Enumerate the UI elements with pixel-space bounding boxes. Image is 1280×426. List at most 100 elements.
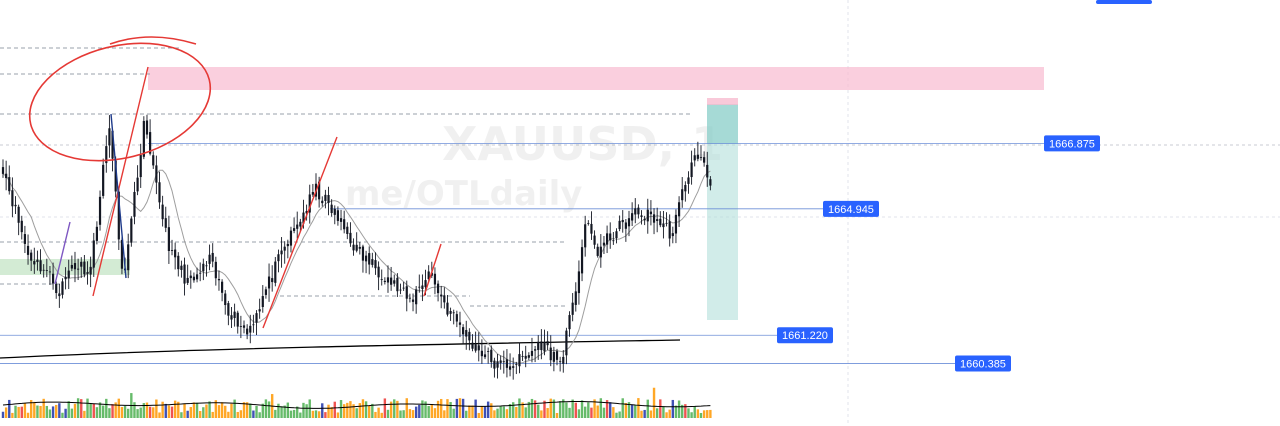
watermark: XAUUSD, 1 me/OTLdaily [345, 117, 723, 214]
volume-bar [217, 405, 221, 418]
candle-body [424, 280, 427, 288]
supply-zone[interactable] [148, 67, 1044, 90]
candle-body [524, 355, 527, 359]
price-label-partial [1096, 0, 1152, 4]
volume-bar [552, 399, 556, 418]
volume-bar [214, 400, 218, 418]
candle-body [505, 359, 509, 368]
candle-body [164, 218, 167, 228]
candle-body [361, 246, 365, 261]
volume-bar [333, 401, 336, 418]
candle-body [559, 361, 562, 363]
volume-bar [427, 406, 430, 418]
circle-annotation[interactable] [17, 25, 223, 178]
candle-body [380, 279, 383, 280]
candle-body [709, 179, 712, 186]
candle-body [693, 155, 696, 161]
candle-body [615, 231, 618, 239]
zones [0, 67, 1044, 320]
volume-bar [255, 405, 258, 418]
candle-body [662, 223, 665, 228]
volume-bar [136, 409, 139, 418]
trend-line[interactable] [423, 243, 442, 297]
candle-body [321, 200, 324, 204]
volume-bar [258, 412, 261, 418]
candle-body [549, 347, 552, 361]
candle-body [627, 218, 631, 227]
volume-bar [515, 407, 518, 418]
volume-bar [533, 400, 537, 418]
volume-bar [389, 401, 393, 418]
candle-body [158, 182, 161, 203]
volume-bar [699, 412, 703, 418]
volume-bar [471, 405, 474, 418]
candle-body [483, 354, 487, 358]
candle-body [336, 210, 340, 221]
trend-line[interactable] [262, 136, 338, 329]
candle-body [580, 247, 584, 274]
candle-body [202, 263, 205, 272]
candle-body [546, 341, 549, 346]
volume-bar [558, 401, 562, 418]
candle-body [77, 268, 80, 270]
volume-bar [283, 405, 286, 418]
candle-body [183, 264, 186, 284]
candle-body [493, 360, 496, 369]
volume-bar [277, 403, 280, 418]
volume-bar [51, 406, 55, 418]
trend-line-purple[interactable] [54, 221, 71, 285]
volume-bar [39, 405, 42, 418]
level-1666875-label-bg[interactable] [1044, 135, 1100, 152]
volume-bar [330, 407, 333, 418]
candle-body [421, 285, 424, 289]
candle-body [699, 156, 703, 158]
candle-body [352, 244, 355, 251]
volume-bar [324, 412, 327, 418]
volume-bar [665, 412, 668, 418]
level-1664945-label-bg[interactable] [823, 200, 879, 217]
volume-bar [696, 409, 700, 418]
trend-line[interactable] [92, 66, 149, 297]
candle-body [33, 261, 36, 265]
candle-body [167, 227, 170, 251]
candle-body [562, 356, 565, 364]
volume-bar [61, 412, 64, 418]
candle-body [89, 266, 92, 275]
candle-body [205, 265, 208, 267]
level-1660385-label-bg[interactable] [955, 355, 1011, 372]
candle-body [252, 324, 255, 326]
volume-bar [261, 403, 264, 418]
volume-bar [508, 404, 512, 418]
stop-zone[interactable] [707, 98, 738, 105]
volume-bar [493, 410, 496, 418]
candle-body [637, 207, 640, 215]
demand-zone[interactable] [0, 259, 130, 275]
candle-body [386, 277, 390, 283]
volume-bar [615, 412, 618, 418]
candle-body [302, 212, 305, 224]
candle-body [73, 263, 77, 270]
candle-body [458, 322, 462, 325]
volume-bar [1, 411, 5, 418]
volume-bar [361, 399, 365, 418]
volume-bar [189, 407, 192, 418]
target-zone[interactable] [707, 144, 738, 320]
level-1661220-label-bg[interactable] [777, 327, 833, 344]
volume-bar [465, 410, 468, 418]
candle-body [530, 350, 534, 356]
volume-bar [524, 407, 527, 418]
candle-body [14, 204, 17, 207]
volume-bar [527, 401, 531, 418]
volume-bar [565, 402, 568, 418]
candle-body [452, 312, 455, 314]
trend-line-blue[interactable] [110, 113, 127, 279]
candle-body [649, 211, 653, 215]
volume-bar [220, 402, 224, 418]
candle-body [659, 218, 662, 226]
volume-bar [486, 401, 490, 418]
entry-zone[interactable] [707, 104, 738, 144]
volume-bar [599, 398, 603, 418]
volume-bar [490, 403, 493, 418]
